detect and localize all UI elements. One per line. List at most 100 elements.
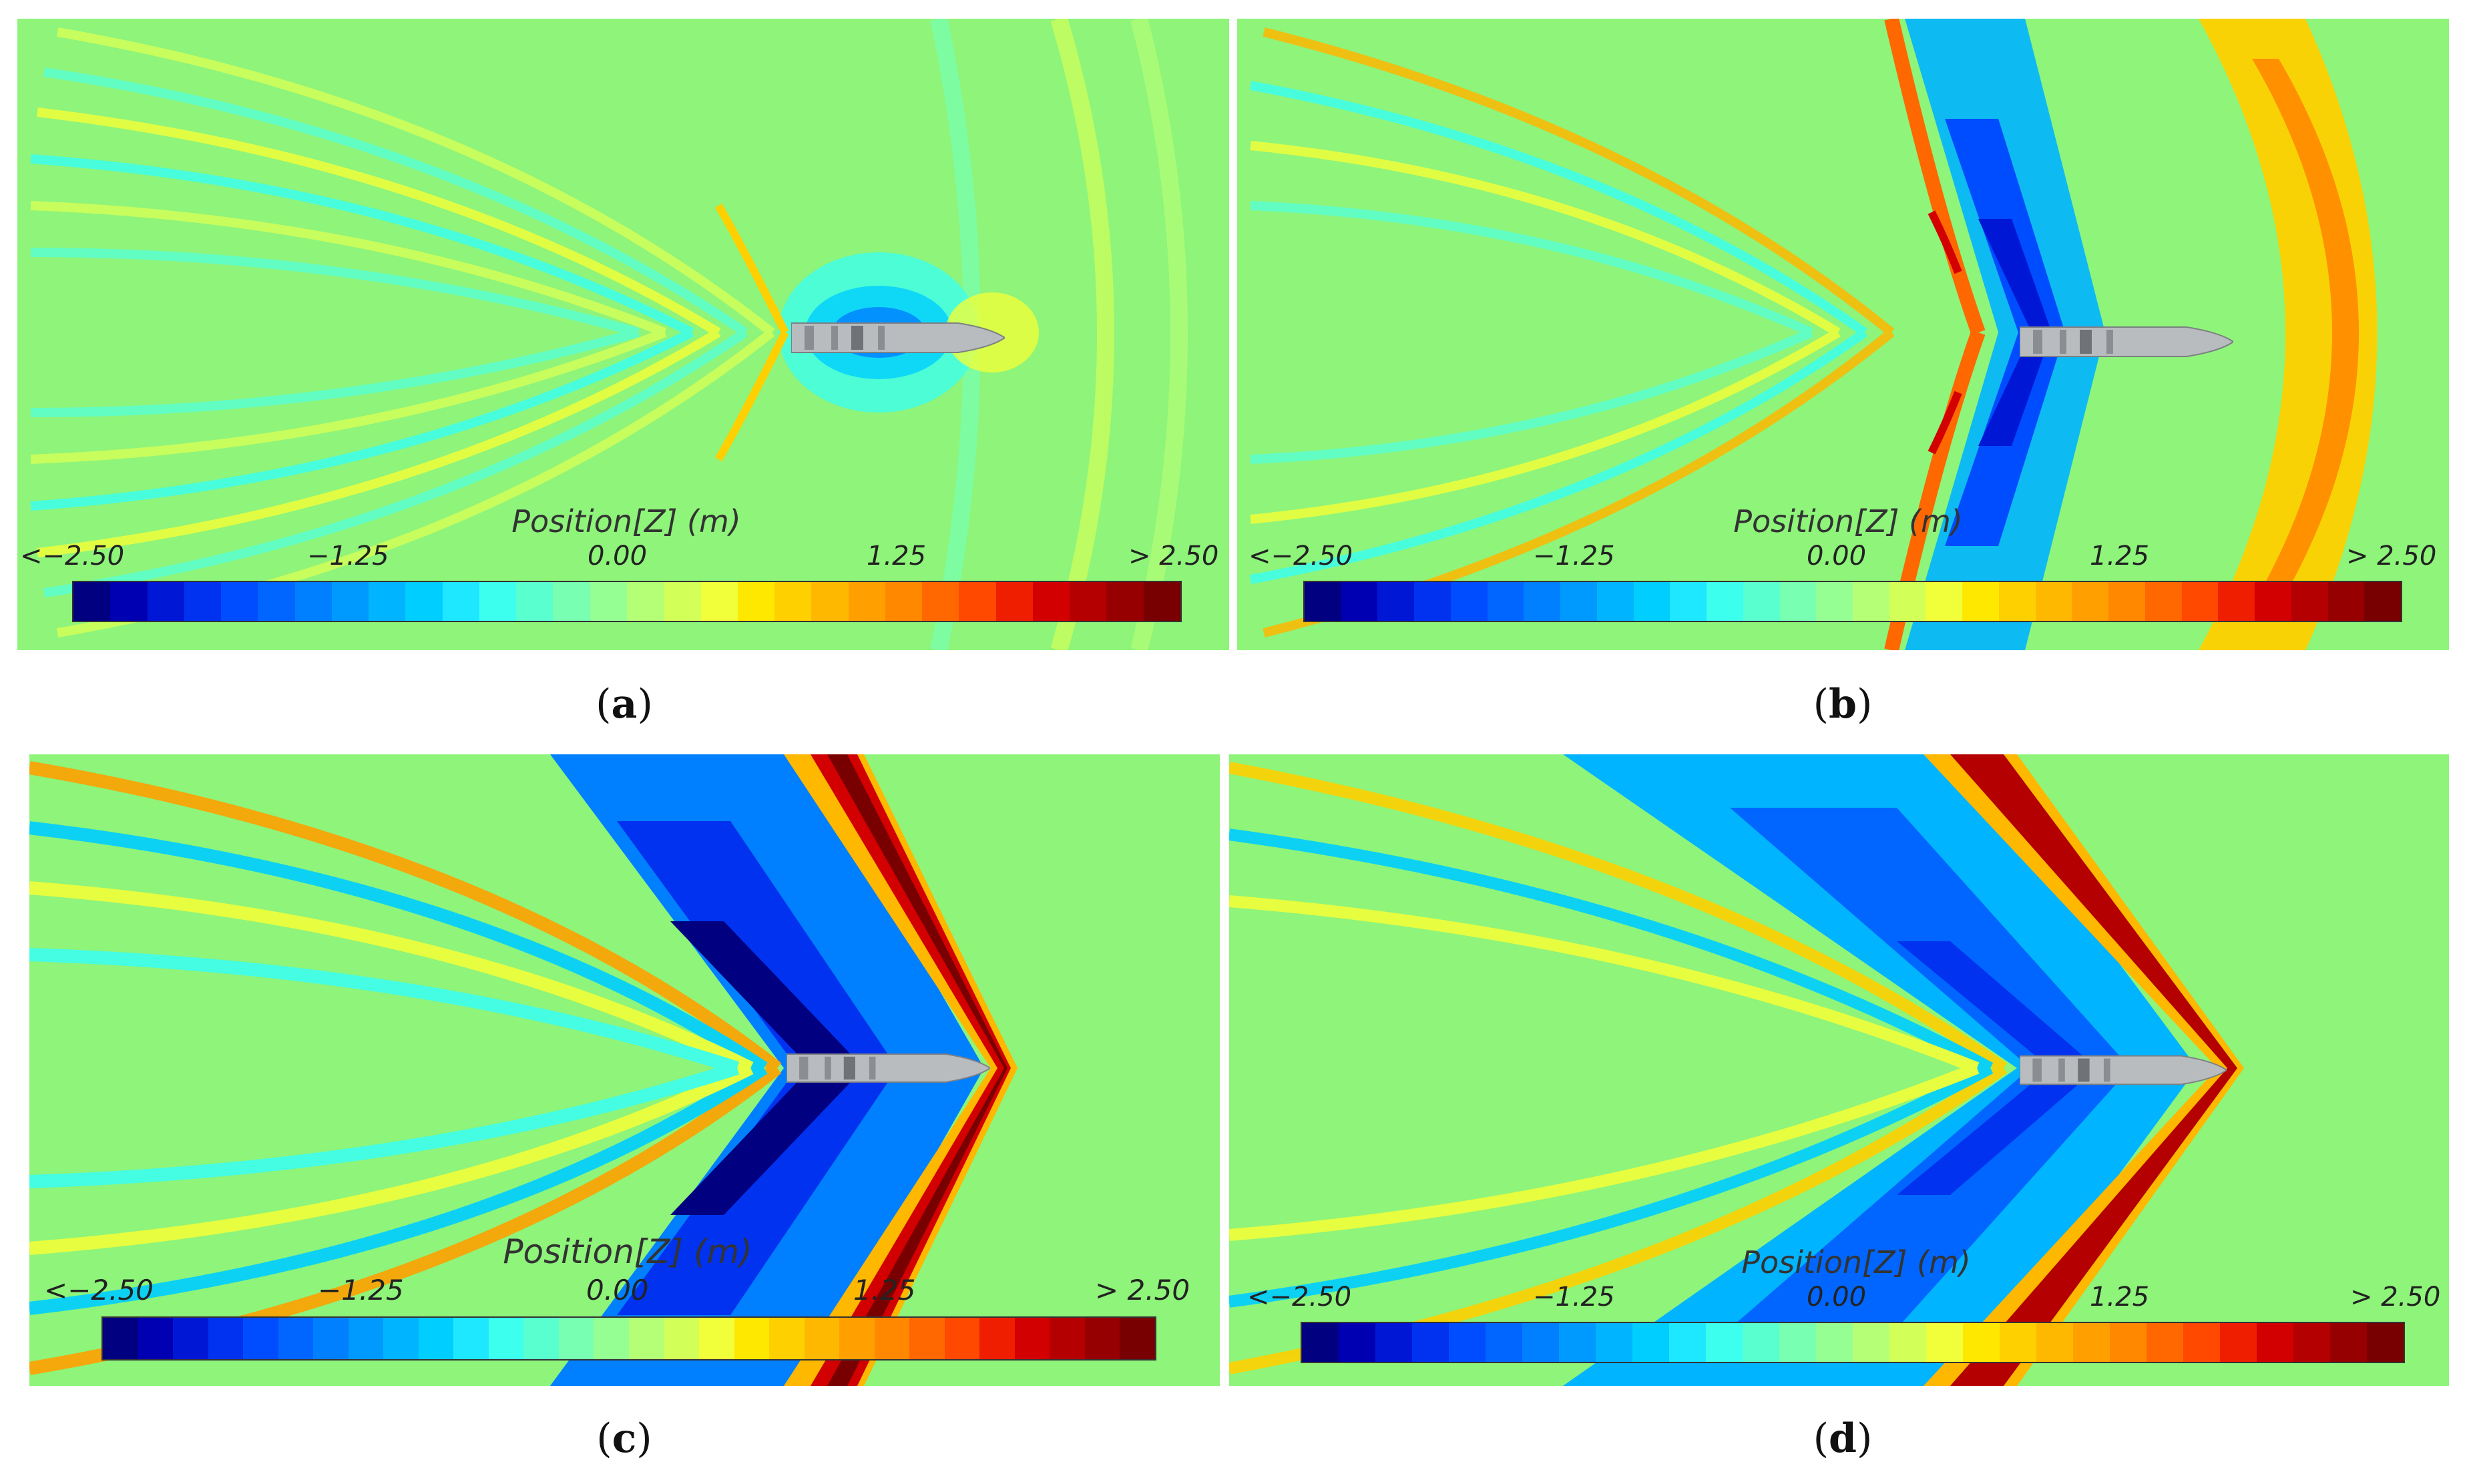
colorbar-swatch — [839, 1318, 875, 1359]
ship-hull-icon — [2020, 326, 2233, 357]
colorbar-swatch — [628, 1318, 664, 1359]
colorbar-swatch — [2255, 582, 2291, 621]
colorbar-swatch — [700, 582, 738, 621]
colorbar-swatch — [626, 582, 664, 621]
colorbar-swatch — [1743, 1323, 1779, 1362]
colorbar-swatch — [369, 582, 406, 621]
colorbar-swatch — [2367, 1323, 2404, 1362]
colorbar-swatch — [1449, 1323, 1486, 1362]
colorbar-swatch — [811, 582, 849, 621]
panel-caption-b: (b) — [1813, 681, 1873, 728]
colorbar-swatch — [944, 1318, 980, 1359]
colorbar-swatch — [2330, 1323, 2367, 1362]
colorbar-swatch — [488, 1318, 524, 1359]
colorbar-swatch — [874, 1318, 910, 1359]
ship-hull-icon — [2020, 1055, 2227, 1085]
colorbar-swatch — [1889, 1323, 1926, 1362]
colorbar-swatch — [1962, 582, 1999, 621]
colorbar-swatch — [348, 1318, 384, 1359]
colorbar-swatch — [2145, 582, 2182, 621]
colorbar-swatch — [1706, 1323, 1743, 1362]
colorbar-tick-min: <−2.50 — [1247, 1282, 1352, 1312]
colorbar-tick-max: > 2.50 — [2346, 541, 2437, 571]
colorbar-swatch — [313, 1318, 349, 1359]
colorbar-swatch — [1779, 582, 1817, 621]
colorbar-swatch — [103, 1318, 138, 1359]
colorbar-tick-min: <−2.50 — [44, 1274, 154, 1306]
colorbar-swatch — [1522, 1323, 1559, 1362]
colorbar-swatch — [294, 582, 332, 621]
colorbar-swatch — [737, 582, 775, 621]
colorbar-swatch — [664, 1318, 700, 1359]
colorbar-swatch — [909, 1318, 945, 1359]
colorbar-swatch — [1486, 1323, 1522, 1362]
colorbar-swatch — [2000, 1323, 2036, 1362]
ship-hull-icon — [791, 322, 1005, 353]
colorbar-swatch — [1414, 582, 1451, 621]
colorbar-swatch — [1341, 582, 1378, 621]
colorbar-tick-high: 1.25 — [853, 1274, 916, 1306]
colorbar-swatch — [804, 1318, 840, 1359]
colorbar-swatch — [383, 1318, 419, 1359]
colorbar-swatch — [2110, 1323, 2147, 1362]
colorbar — [1303, 581, 2402, 622]
colorbar-swatch — [2108, 582, 2145, 621]
panel-caption-c: (c) — [596, 1415, 652, 1462]
colorbar-swatch — [1050, 1318, 1085, 1359]
colorbar-swatch — [1926, 582, 1963, 621]
colorbar-tick-zero: 0.00 — [586, 1274, 649, 1306]
colorbar-swatch — [1998, 582, 2036, 621]
colorbar-title: Position[Z] (m) — [1741, 1244, 1971, 1280]
colorbar-swatch — [1524, 582, 1561, 621]
colorbar-swatch — [331, 582, 369, 621]
colorbar-tick-high: 1.25 — [2090, 541, 2150, 571]
colorbar-swatch — [73, 582, 111, 621]
colorbar-swatch — [1816, 582, 1853, 621]
colorbar-title: Position[Z] (m) — [1733, 503, 1963, 539]
colorbar-tick-max: > 2.50 — [2350, 1282, 2441, 1312]
colorbar-swatch — [774, 582, 812, 621]
colorbar-swatch — [1450, 582, 1488, 621]
colorbar-swatch — [1302, 1323, 1339, 1362]
colorbar-swatch — [848, 582, 885, 621]
colorbar-swatch — [769, 1318, 805, 1359]
wave-elevation-field-b — [1237, 19, 2449, 650]
colorbar-tick-zero: 0.00 — [1807, 541, 1867, 571]
colorbar-swatch — [2364, 582, 2402, 621]
colorbar-swatch — [2220, 1323, 2257, 1362]
colorbar-swatch — [664, 582, 701, 621]
colorbar-swatch — [1669, 1323, 1706, 1362]
colorbar-swatch — [1106, 582, 1144, 621]
colorbar-swatch — [1143, 582, 1180, 621]
colorbar — [1301, 1322, 2405, 1363]
colorbar-swatch — [594, 1318, 629, 1359]
colorbar-swatch — [959, 582, 996, 621]
wave-elevation-field-d — [1229, 754, 2449, 1386]
colorbar-tick-zero: 0.00 — [1807, 1282, 1867, 1312]
colorbar-swatch — [2181, 582, 2219, 621]
colorbar-swatch — [1487, 582, 1524, 621]
colorbar-swatch — [278, 1318, 314, 1359]
colorbar-swatch — [442, 582, 479, 621]
colorbar-swatch — [590, 582, 627, 621]
colorbar-swatch — [1559, 1323, 1596, 1362]
colorbar-swatch — [453, 1318, 489, 1359]
colorbar-swatch — [979, 1318, 1015, 1359]
colorbar-swatch — [405, 582, 443, 621]
colorbar-swatch — [2147, 1323, 2183, 1362]
colorbar-swatch — [516, 582, 553, 621]
colorbar — [101, 1316, 1156, 1361]
colorbar-swatch — [2293, 1323, 2330, 1362]
colorbar-tick-high: 1.25 — [2090, 1282, 2150, 1312]
colorbar-swatch — [110, 582, 148, 621]
colorbar-tick-max: > 2.50 — [1095, 1274, 1190, 1306]
colorbar-swatch — [2035, 582, 2072, 621]
colorbar-swatch — [1633, 582, 1670, 621]
colorbar-title: Position[Z] (m) — [503, 1232, 752, 1271]
colorbar-swatch — [2257, 1323, 2293, 1362]
colorbar-swatch — [243, 1318, 278, 1359]
colorbar-swatch — [184, 582, 222, 621]
colorbar-swatch — [2327, 582, 2365, 621]
colorbar-swatch — [2036, 1323, 2073, 1362]
colorbar-swatch — [2218, 582, 2255, 621]
